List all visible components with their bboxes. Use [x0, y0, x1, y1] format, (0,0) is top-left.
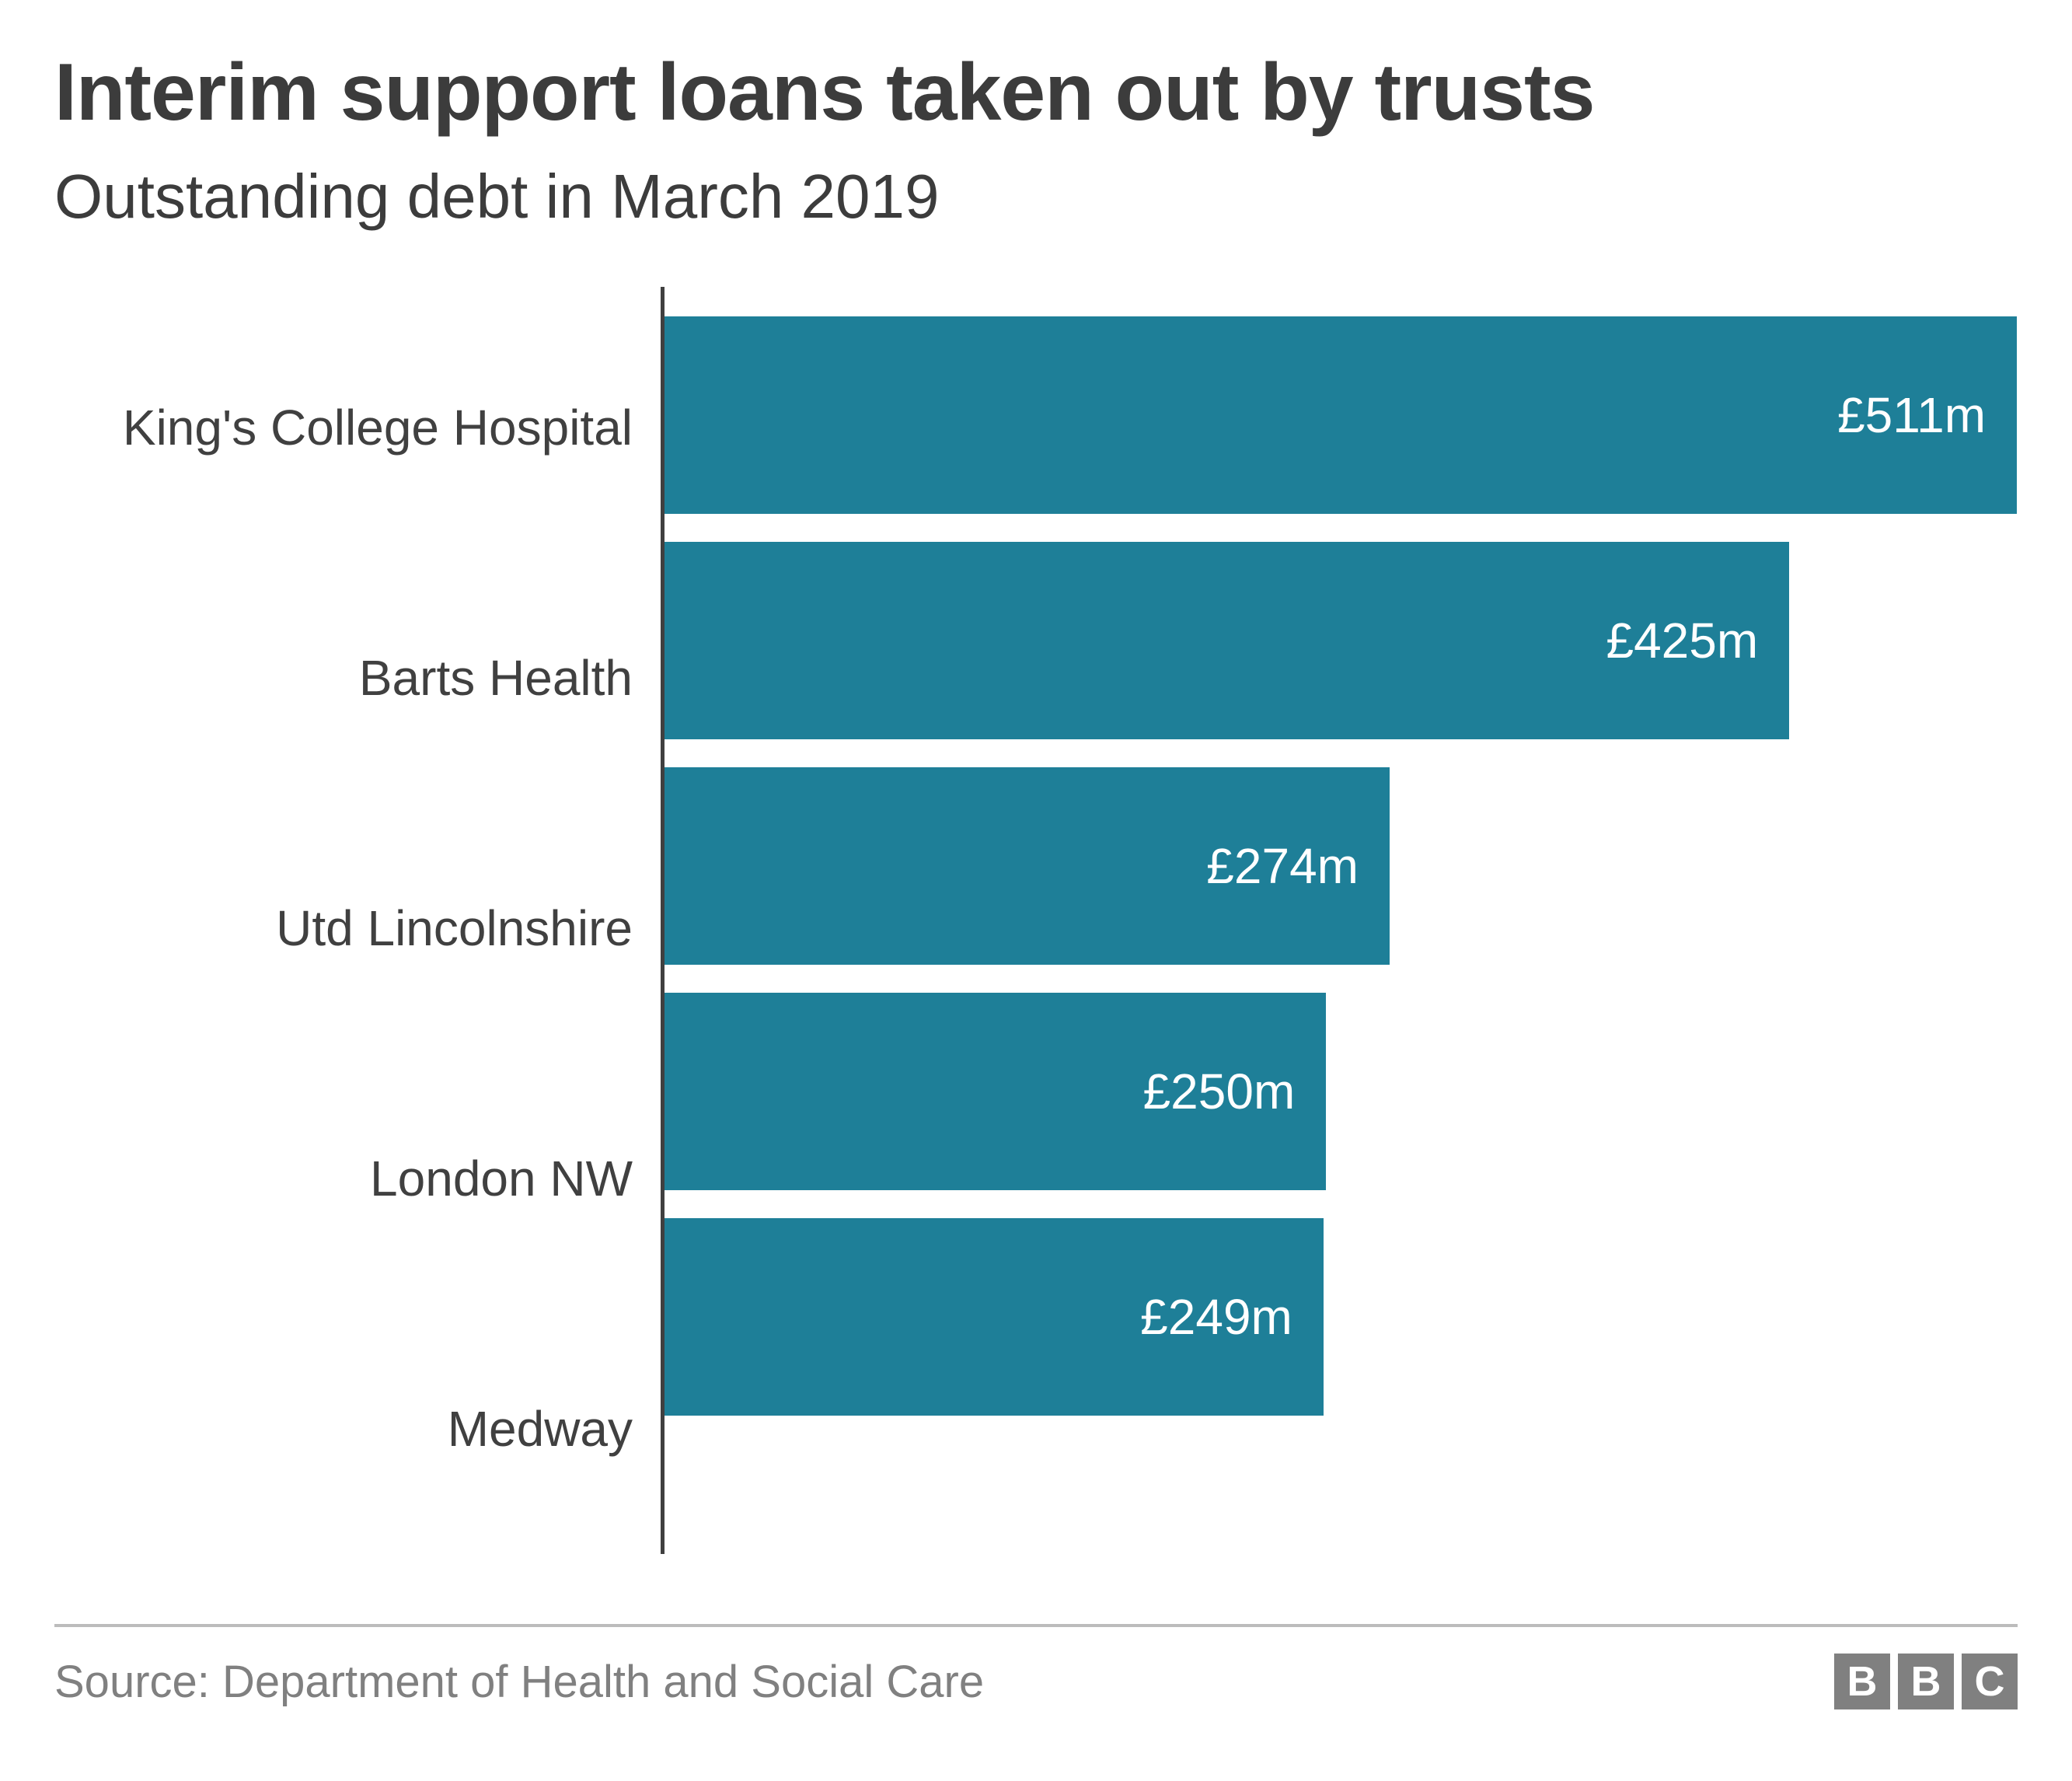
- category-label: London NW: [54, 1066, 661, 1291]
- chart-title: Interim support loans taken out by trust…: [54, 47, 2018, 139]
- bar-value: £249m: [1140, 1288, 1292, 1346]
- bar: £250m: [665, 993, 1326, 1190]
- category-label: Barts Health: [54, 565, 661, 791]
- category-labels: King's College Hospital Barts Health Utd…: [54, 287, 661, 1554]
- bbc-logo-letter: B: [1898, 1654, 1954, 1709]
- bar-row: £274m: [665, 753, 2018, 979]
- bar-value: £250m: [1143, 1063, 1296, 1120]
- source-text: Source: Department of Health and Social …: [54, 1656, 984, 1708]
- bar-row: £511m: [665, 302, 2018, 528]
- chart-footer: Source: Department of Health and Social …: [54, 1624, 2018, 1709]
- category-label: Utd Lincolnshire: [54, 815, 661, 1041]
- category-label: Medway: [54, 1316, 661, 1542]
- bar: £274m: [665, 767, 1390, 965]
- bbc-logo-letter: C: [1962, 1654, 2018, 1709]
- bar-row: £250m: [665, 979, 2018, 1204]
- chart-area: King's College Hospital Barts Health Utd…: [54, 287, 2018, 1554]
- bar-value: £274m: [1206, 837, 1359, 895]
- bbc-logo-letter: B: [1834, 1654, 1890, 1709]
- bar: £511m: [665, 316, 2017, 514]
- bar-row: £249m: [665, 1204, 2018, 1430]
- bars-container: £511m £425m £274m £250m £249m: [661, 287, 2018, 1554]
- bar-value: £425m: [1606, 612, 1758, 669]
- chart-subtitle: Outstanding debt in March 2019: [54, 161, 2018, 232]
- bbc-logo: B B C: [1834, 1654, 2018, 1709]
- bar-row: £425m: [665, 528, 2018, 753]
- bar: £249m: [665, 1218, 1324, 1416]
- bar-value: £511m: [1837, 386, 1986, 444]
- category-label: King's College Hospital: [54, 315, 661, 540]
- bar: £425m: [665, 542, 1789, 739]
